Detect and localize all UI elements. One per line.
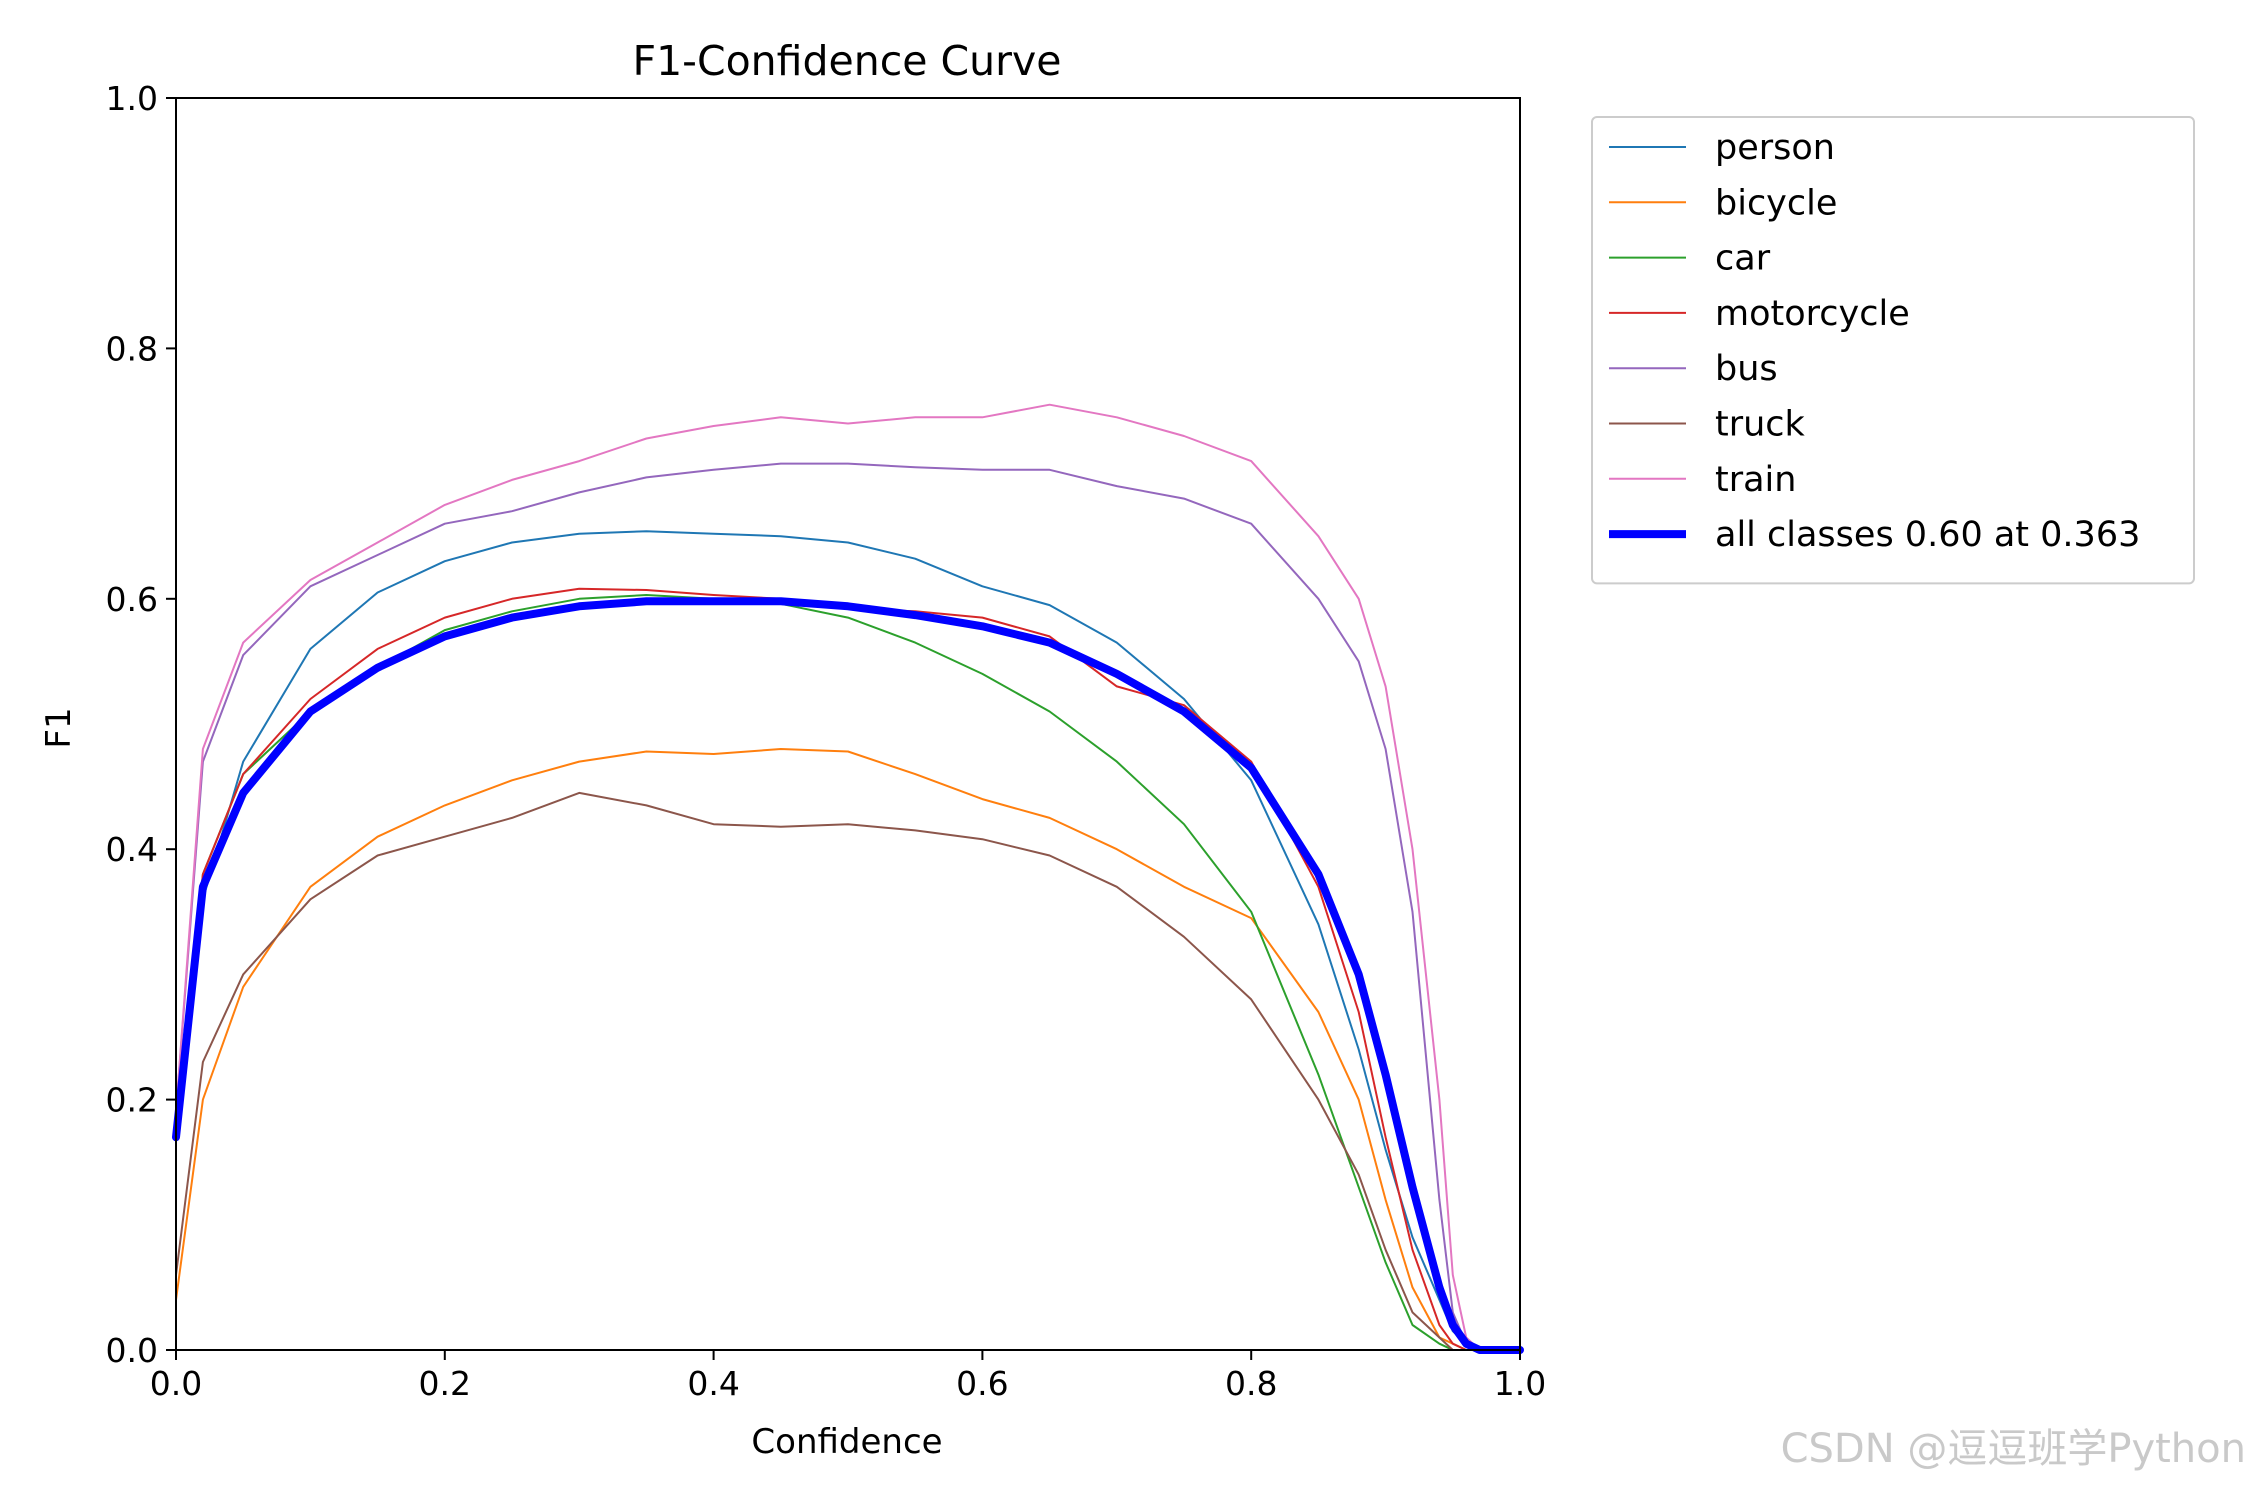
legend-label: person — [1715, 128, 1835, 168]
legend-label: car — [1715, 239, 1771, 279]
y-tick-label: 0.8 — [106, 329, 158, 368]
y-tick-label: 0.0 — [106, 1331, 158, 1370]
plot-area: 0.0 0.2 0.4 0.6 0.8 1.0 0.0 0.2 0.4 0.6 0.8 1.0 — [106, 79, 1547, 1403]
x-tick-label: 0.0 — [150, 1364, 202, 1403]
series-line-bicycle — [175, 748, 1521, 1351]
x-tick-label: 0.4 — [687, 1364, 739, 1403]
plot-frame — [175, 97, 1521, 1351]
legend-label: bus — [1715, 349, 1778, 389]
legend-box — [1591, 116, 2195, 585]
chart-title: F1-Confidence Curve — [633, 37, 1062, 85]
x-tick-label: 0.8 — [1225, 1364, 1277, 1403]
y-tick-label: 0.2 — [106, 1081, 158, 1120]
series-line-all-all — [172, 597, 1524, 1354]
y-tick-label: 1.0 — [106, 79, 158, 118]
y-tick-label: 0.6 — [106, 580, 158, 619]
legend: person bicycle car motorcycle bus truck train a… — [1591, 116, 2195, 585]
series-line-car — [175, 594, 1521, 1351]
x-axis-label: Confidence — [751, 1422, 942, 1462]
legend-label: all classes 0.60 at 0.363 — [1715, 515, 2140, 555]
y-axis-label: F1 — [39, 707, 79, 748]
legend-label: motorcycle — [1715, 294, 1910, 334]
series-line-person — [175, 530, 1521, 1351]
x-tick-label: 0.2 — [419, 1364, 471, 1403]
legend-label: train — [1715, 460, 1796, 500]
y-tick-label: 0.4 — [106, 830, 158, 869]
series-line-bus — [175, 462, 1521, 1351]
x-tick-label: 0.6 — [956, 1364, 1008, 1403]
series-line-motorcycle — [175, 587, 1521, 1351]
series-line-train — [175, 403, 1521, 1351]
legend-label: truck — [1715, 405, 1806, 445]
x-tick-label: 1.0 — [1494, 1364, 1546, 1403]
legend-label: bicycle — [1715, 183, 1837, 223]
series-line-truck — [175, 791, 1521, 1351]
watermark: CSDN @逗逗班学Python — [1780, 1426, 2246, 1472]
